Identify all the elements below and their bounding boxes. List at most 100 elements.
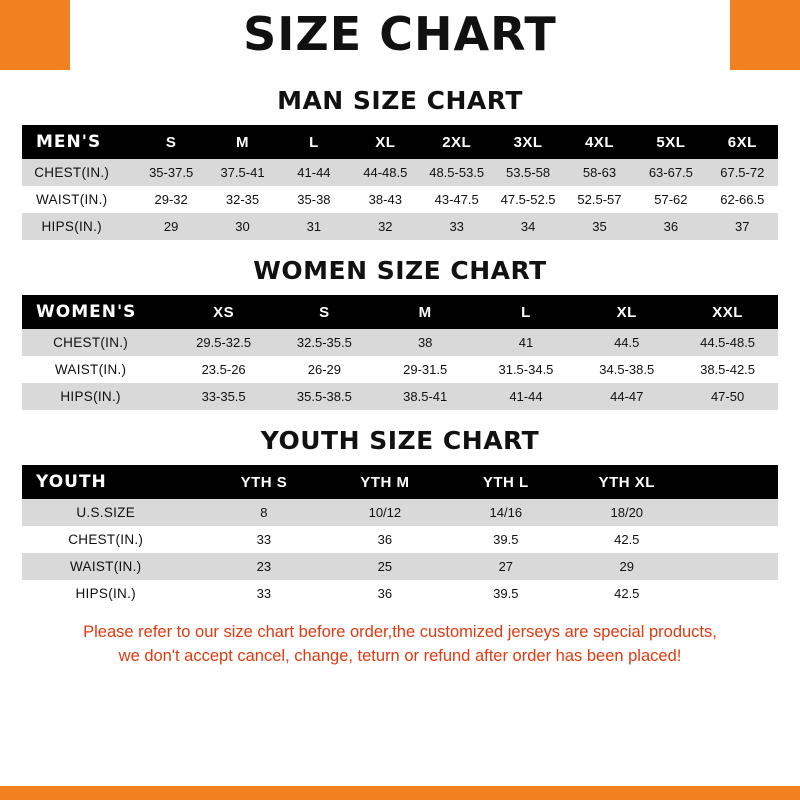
women-row2-v3: 41-44 <box>475 383 577 410</box>
youth-row0-label: U.S.SIZE <box>22 499 204 526</box>
youth-col-3: YTH XL <box>566 465 688 499</box>
men-row2-label: HIPS(IN.) <box>22 213 136 240</box>
women-row2-v1: 35.5-38.5 <box>274 383 375 410</box>
women-row1-v0: 23.5-26 <box>173 356 274 383</box>
women-row1-v2: 29-31.5 <box>374 356 476 383</box>
men-col-7: 5XL <box>635 125 707 159</box>
youth-row1-v0: 33 <box>203 526 325 553</box>
women-col-3: L <box>475 295 577 329</box>
men-row1-v5: 47.5-52.5 <box>492 186 564 213</box>
youth-col-spacer <box>687 465 778 499</box>
men-row2-v5: 34 <box>492 213 564 240</box>
men-row0-v4: 48.5-53.5 <box>421 159 493 186</box>
men-row2-v1: 30 <box>206 213 279 240</box>
youth-col-0: YTH S <box>203 465 325 499</box>
youth-row1-spacer <box>687 526 778 553</box>
men-row2-v6: 35 <box>563 213 636 240</box>
men-row1-label: WAIST(IN.) <box>22 186 136 213</box>
youth-row1-v1: 36 <box>324 526 446 553</box>
youth-row3-spacer <box>687 580 778 607</box>
women-col-4: XL <box>576 295 678 329</box>
men-row0-v8: 67.5-72 <box>706 159 778 186</box>
youth-row3-v2: 39.5 <box>445 580 567 607</box>
women-row1-label: WAIST(IN.) <box>22 356 174 383</box>
table-row: U.S.SIZE 8 10/12 14/16 18/20 <box>22 499 778 526</box>
women-row2-v5: 47-50 <box>677 383 778 410</box>
table-men: MEN'S S M L XL 2XL 3XL 4XL 5XL 6XL CHEST… <box>22 125 778 240</box>
disclaimer-line-1: Please refer to our size chart before or… <box>83 623 717 641</box>
youth-row2-v2: 27 <box>445 553 567 580</box>
youth-row1-label: CHEST(IN.) <box>22 526 204 553</box>
table-row: HIPS(IN.) 29 30 31 32 33 34 35 36 37 <box>22 213 778 240</box>
men-row0-v0: 35-37.5 <box>135 159 207 186</box>
women-row2-v0: 33-35.5 <box>173 383 274 410</box>
youth-row2-v3: 29 <box>566 553 688 580</box>
table-row: WAIST(IN.) 23 25 27 29 <box>22 553 778 580</box>
disclaimer-line-2: we don't accept cancel, change, teturn o… <box>118 646 682 665</box>
men-row0-v6: 58-63 <box>563 159 636 186</box>
youth-row3-v1: 36 <box>324 580 446 607</box>
table-row: HIPS(IN.) 33 36 39.5 42.5 <box>22 580 778 607</box>
women-row1-v1: 26-29 <box>274 356 375 383</box>
women-header-label: WOMEN'S <box>22 295 174 329</box>
men-row2-v3: 32 <box>349 213 421 240</box>
table-row: CHEST(IN.) 33 36 39.5 42.5 <box>22 526 778 553</box>
youth-row2-label: WAIST(IN.) <box>22 553 204 580</box>
youth-row2-spacer <box>687 553 778 580</box>
section-title-youth: YOUTH SIZE CHART <box>260 426 540 455</box>
men-row2-v0: 29 <box>135 213 207 240</box>
women-row1-v3: 31.5-34.5 <box>475 356 577 383</box>
youth-row0-spacer <box>687 499 778 526</box>
men-col-2: L <box>278 125 350 159</box>
table-row: CHEST(IN.) 29.5-32.5 32.5-35.5 38 41 44.… <box>22 329 778 356</box>
table-header-row: MEN'S S M L XL 2XL 3XL 4XL 5XL 6XL <box>22 125 778 159</box>
youth-row1-v3: 42.5 <box>566 526 688 553</box>
men-row1-v6: 52.5-57 <box>563 186 636 213</box>
section-title-women: WOMEN SIZE CHART <box>253 256 547 285</box>
men-row0-v7: 63-67.5 <box>635 159 707 186</box>
women-row1-v5: 38.5-42.5 <box>677 356 778 383</box>
men-row1-v0: 29-32 <box>135 186 207 213</box>
men-col-6: 4XL <box>563 125 636 159</box>
men-row1-v1: 32-35 <box>206 186 279 213</box>
youth-row2-v1: 25 <box>324 553 446 580</box>
women-row1-v4: 34.5-38.5 <box>576 356 678 383</box>
women-row0-v4: 44.5 <box>576 329 678 356</box>
section-title-men: MAN SIZE CHART <box>277 86 523 115</box>
table-header-row: YOUTH YTH S YTH M YTH L YTH XL <box>22 465 778 499</box>
youth-row0-v0: 8 <box>203 499 325 526</box>
men-row1-v4: 43-47.5 <box>421 186 493 213</box>
men-col-4: 2XL <box>421 125 493 159</box>
header-title-box: SIZE CHART <box>70 0 730 70</box>
men-row0-v3: 44-48.5 <box>349 159 421 186</box>
men-row0-label: CHEST(IN.) <box>22 159 136 186</box>
men-col-5: 3XL <box>492 125 564 159</box>
footer-band <box>0 786 800 800</box>
men-row1-v7: 57-62 <box>635 186 707 213</box>
men-col-3: XL <box>349 125 421 159</box>
women-row0-v3: 41 <box>475 329 577 356</box>
youth-row2-v0: 23 <box>203 553 325 580</box>
table-youth: YOUTH YTH S YTH M YTH L YTH XL U.S.SIZE … <box>22 465 778 607</box>
women-row0-label: CHEST(IN.) <box>22 329 174 356</box>
table-header-row: WOMEN'S XS S M L XL XXL <box>22 295 778 329</box>
youth-row0-v3: 18/20 <box>566 499 688 526</box>
women-col-5: XXL <box>677 295 778 329</box>
women-row2-label: HIPS(IN.) <box>22 383 174 410</box>
youth-row0-v2: 14/16 <box>445 499 567 526</box>
men-col-0: S <box>135 125 207 159</box>
men-header-label: MEN'S <box>22 125 136 159</box>
women-row2-v2: 38.5-41 <box>374 383 476 410</box>
men-row2-v4: 33 <box>421 213 493 240</box>
disclaimer-note: Please refer to our size chart before or… <box>0 607 800 669</box>
table-row: HIPS(IN.) 33-35.5 35.5-38.5 38.5-41 41-4… <box>22 383 778 410</box>
women-row0-v5: 44.5-48.5 <box>677 329 778 356</box>
youth-row3-v0: 33 <box>203 580 325 607</box>
youth-col-1: YTH M <box>324 465 446 499</box>
men-row1-v3: 38-43 <box>349 186 421 213</box>
women-row2-v4: 44-47 <box>576 383 678 410</box>
women-col-0: XS <box>173 295 274 329</box>
section-women: WOMEN SIZE CHART WOMEN'S XS S M L XL XXL… <box>0 256 800 410</box>
men-row0-v1: 37.5-41 <box>206 159 279 186</box>
